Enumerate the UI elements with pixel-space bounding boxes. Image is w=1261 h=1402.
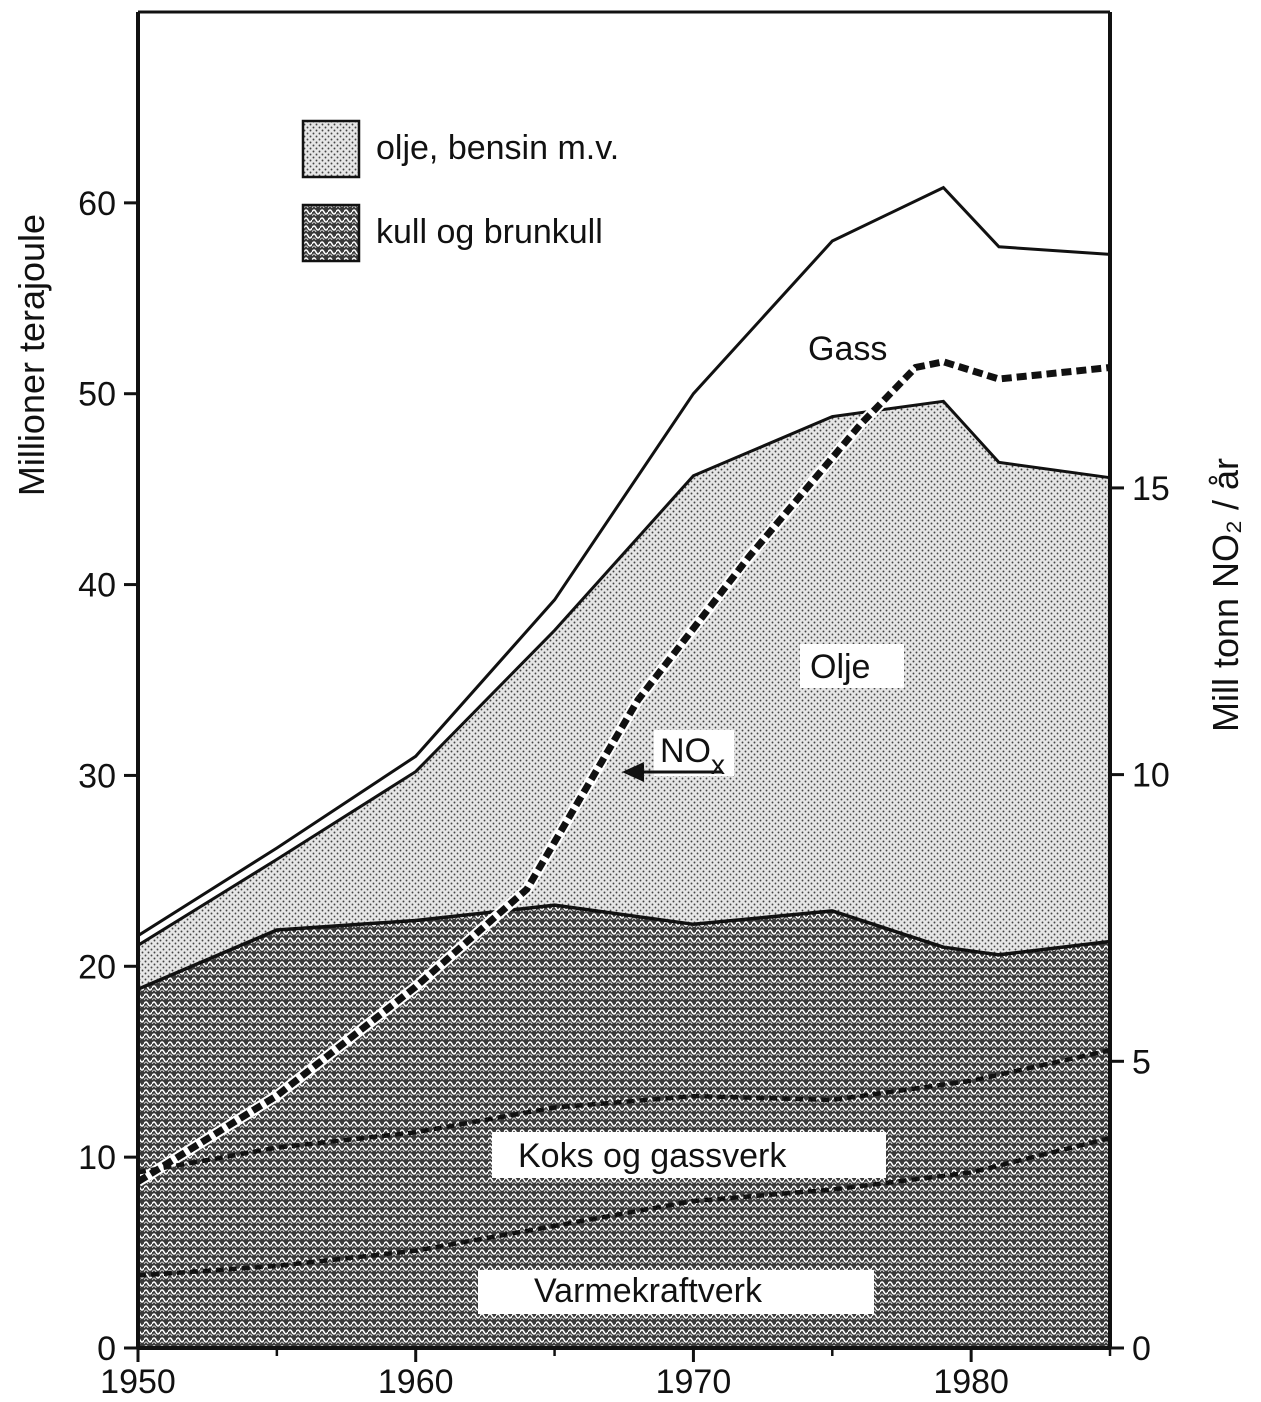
line-nox: [136, 358, 1111, 1185]
y-tick-label: 10: [78, 1139, 116, 1177]
legend-swatch-kull: [301, 203, 361, 263]
ticks-layer: 0 10 20 30 40 50 60 0 5 10 15 1950 1960 1970 1980: [78, 185, 1170, 1401]
y2-axis-title: Mill tonn NO₂ / år: [1205, 458, 1246, 732]
y2-tick-label: 5: [1132, 1043, 1151, 1081]
annotation-gass: Gass: [808, 330, 887, 368]
annotation-varme: Varmekraftverk: [534, 1272, 763, 1310]
y2-tick-label: 15: [1132, 470, 1170, 508]
nox-label-bg: [654, 730, 734, 776]
y2-tick-label: 0: [1132, 1330, 1151, 1368]
areas-layer: [138, 401, 1110, 1348]
annotation-varme-bg: [478, 1270, 874, 1314]
line-gass: [137, 185, 1111, 937]
x-tick-label: 1960: [378, 1363, 454, 1397]
x-tick-label: 1950: [100, 1363, 176, 1397]
annotation-koks: Koks og gassverk: [518, 1137, 787, 1175]
y-tick-label: 0: [97, 1330, 116, 1368]
y-tick-label: 50: [78, 376, 116, 414]
nox-label: NOx: [660, 732, 725, 780]
annotation-olje: Olje: [810, 648, 870, 686]
legend-label-olje: olje, bensin m.v.: [376, 129, 619, 167]
legend-swatch-olje: [301, 119, 361, 179]
line-olje: [137, 399, 1111, 947]
legend-label-kull: kull og brunkull: [376, 213, 603, 251]
nox-arrow: [622, 762, 722, 782]
y-tick-label: 60: [78, 185, 116, 223]
axes-layer: [136, 10, 1112, 1350]
annotation-olje-bg: [800, 644, 904, 688]
line-varme: [137, 1135, 1111, 1278]
annotation-koks-bg: [492, 1132, 886, 1178]
x-tick-label: 1980: [933, 1363, 1009, 1397]
line-kull: [137, 903, 1111, 991]
y-axis-title: Millioner terajoule: [11, 214, 52, 496]
y2-tick-label: 10: [1132, 757, 1170, 795]
lines-layer: [135, 185, 1111, 1278]
y-tick-label: 40: [78, 567, 116, 605]
y-tick-label: 30: [78, 757, 116, 795]
legend: olje, bensin m.v. kull og brunkull: [301, 119, 619, 263]
y-tick-label: 20: [78, 948, 116, 986]
x-tick-label: 1970: [656, 1363, 732, 1397]
